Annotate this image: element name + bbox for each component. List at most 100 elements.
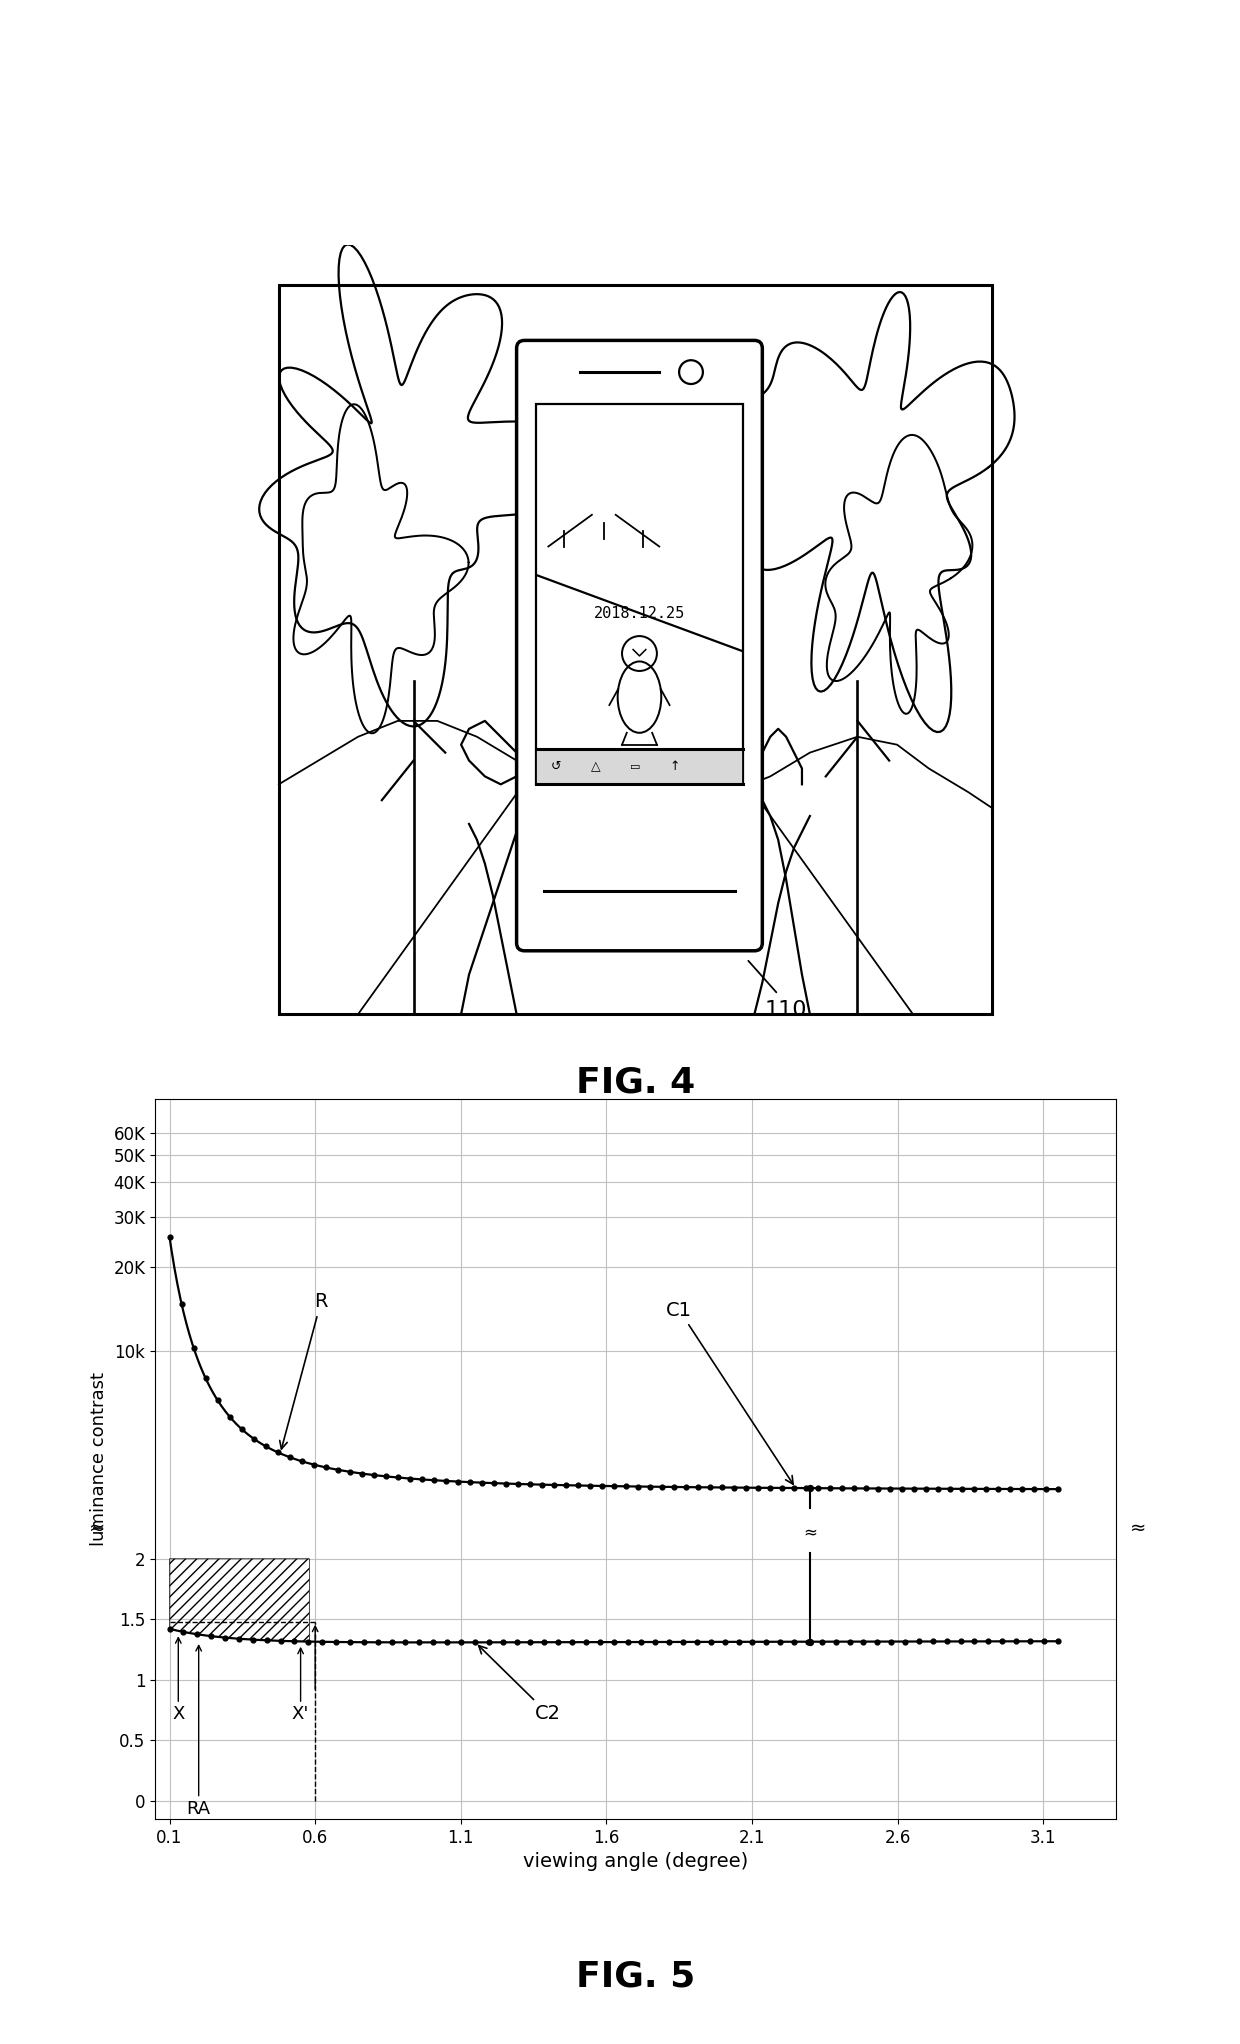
- Point: [784, 1472, 804, 1504]
- Point: [340, 1455, 360, 1488]
- Point: [196, 1361, 216, 1394]
- Text: RA: RA: [186, 1801, 211, 1819]
- Point: [451, 1627, 471, 1660]
- Point: [568, 1470, 588, 1502]
- Point: [856, 1472, 875, 1504]
- FancyBboxPatch shape: [517, 341, 763, 950]
- Point: [882, 1625, 901, 1658]
- Point: [988, 1472, 1008, 1504]
- Point: [965, 1625, 985, 1658]
- Text: X': X': [291, 1705, 309, 1723]
- Point: [999, 1472, 1019, 1504]
- Point: [652, 1470, 672, 1502]
- Point: [812, 1625, 832, 1658]
- Bar: [537, 405, 743, 785]
- Point: [520, 1468, 539, 1500]
- Text: ▭: ▭: [630, 762, 641, 773]
- Point: [1012, 1472, 1032, 1504]
- Point: [951, 1625, 971, 1658]
- Point: [409, 1627, 429, 1660]
- Point: [699, 1472, 719, 1504]
- Point: [184, 1331, 203, 1363]
- Point: [712, 1472, 732, 1504]
- Point: [1024, 1474, 1044, 1506]
- Point: [207, 1384, 227, 1416]
- Point: [952, 1472, 972, 1504]
- Text: C1: C1: [666, 1300, 794, 1484]
- Point: [507, 1625, 527, 1658]
- Point: [201, 1619, 221, 1652]
- Point: [562, 1625, 582, 1658]
- Point: [1034, 1625, 1054, 1658]
- Point: [604, 1625, 624, 1658]
- Text: ≈: ≈: [804, 1523, 817, 1541]
- Point: [435, 1466, 455, 1498]
- Text: ≈: ≈: [89, 1519, 105, 1537]
- Text: △: △: [591, 760, 600, 773]
- Point: [270, 1625, 290, 1658]
- Point: [243, 1623, 263, 1656]
- Text: C2: C2: [479, 1645, 562, 1723]
- Point: [748, 1472, 768, 1504]
- Point: [521, 1625, 541, 1658]
- Point: [724, 1472, 744, 1504]
- Text: FIG. 4: FIG. 4: [575, 1065, 696, 1100]
- Point: [460, 1466, 480, 1498]
- Point: [327, 1453, 347, 1486]
- Text: 2018.12.25: 2018.12.25: [594, 607, 684, 621]
- Text: 110: 110: [765, 1000, 807, 1020]
- Point: [174, 1615, 193, 1647]
- Point: [936, 1625, 956, 1658]
- Point: [284, 1625, 304, 1658]
- Point: [340, 1625, 360, 1658]
- Point: [627, 1470, 647, 1502]
- Point: [438, 1627, 458, 1660]
- Point: [299, 1625, 319, 1658]
- Point: [687, 1625, 707, 1658]
- Point: [424, 1464, 444, 1496]
- Point: [807, 1472, 827, 1504]
- Point: [412, 1464, 432, 1496]
- Point: [800, 1472, 820, 1504]
- Point: [326, 1625, 346, 1658]
- Point: [868, 1625, 888, 1658]
- Point: [556, 1470, 575, 1502]
- Point: [376, 1459, 396, 1492]
- Point: [232, 1412, 252, 1445]
- Point: [448, 1466, 467, 1498]
- Point: [826, 1625, 846, 1658]
- Point: [304, 1449, 324, 1482]
- Point: [663, 1470, 683, 1502]
- Point: [940, 1472, 960, 1504]
- Point: [532, 1468, 552, 1500]
- Point: [492, 1625, 512, 1658]
- Point: [729, 1625, 749, 1658]
- Point: [1035, 1474, 1055, 1506]
- Point: [590, 1625, 610, 1658]
- Point: [976, 1472, 996, 1504]
- Point: [363, 1459, 383, 1492]
- Point: [673, 1625, 693, 1658]
- Point: [640, 1470, 660, 1502]
- Point: [843, 1472, 863, 1504]
- Point: [616, 1470, 636, 1502]
- Point: [291, 1445, 311, 1478]
- Text: X: X: [172, 1705, 185, 1723]
- Point: [909, 1625, 929, 1658]
- Point: [280, 1441, 300, 1474]
- Point: [618, 1625, 637, 1658]
- Point: [543, 1468, 563, 1500]
- Text: ↺: ↺: [551, 760, 562, 773]
- Point: [382, 1625, 402, 1658]
- Point: [784, 1625, 804, 1658]
- Point: [534, 1625, 554, 1658]
- Bar: [537, 748, 743, 785]
- Point: [312, 1625, 332, 1658]
- Point: [743, 1625, 763, 1658]
- Point: [978, 1625, 998, 1658]
- Point: [484, 1468, 503, 1500]
- Point: [255, 1431, 275, 1464]
- Point: [799, 1625, 818, 1658]
- Point: [771, 1472, 791, 1504]
- Point: [735, 1472, 755, 1504]
